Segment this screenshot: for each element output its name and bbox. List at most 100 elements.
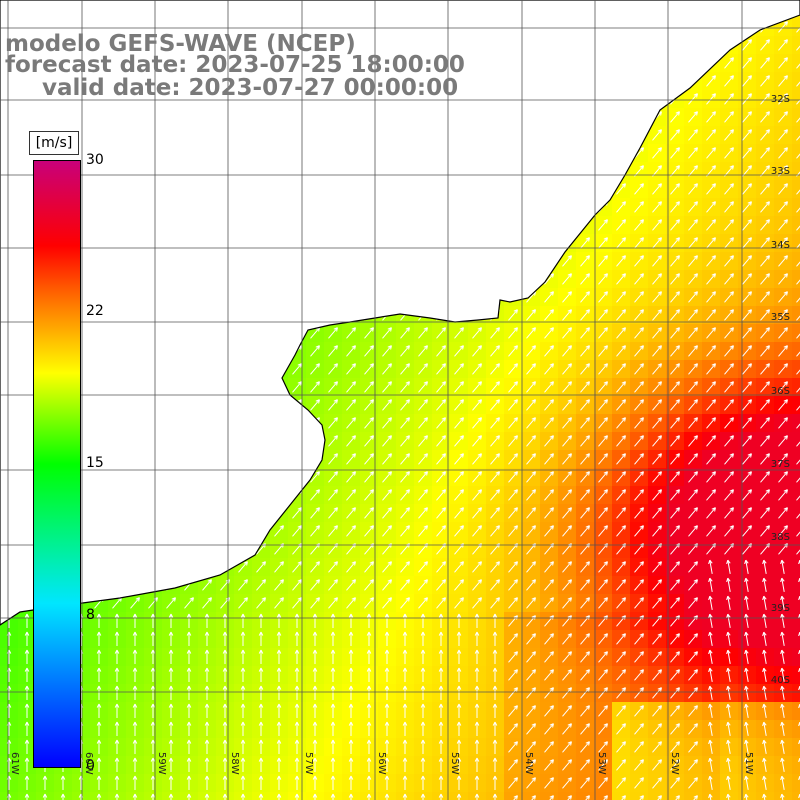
wind-arrow <box>634 723 644 735</box>
wind-arrow <box>238 597 248 609</box>
wind-arrow <box>382 561 392 573</box>
wind-cell <box>792 630 800 648</box>
wind-arrow <box>382 363 392 375</box>
wind-arrow <box>616 255 626 267</box>
wind-arrow <box>544 435 554 447</box>
wind-arrow <box>294 793 300 800</box>
wind-arrow <box>598 579 608 591</box>
wind-cell <box>792 108 800 126</box>
wind-arrow <box>310 579 320 591</box>
wind-arrow <box>436 489 446 501</box>
wind-arrow <box>186 739 192 754</box>
wind-arrow <box>382 381 392 393</box>
wind-arrow <box>382 597 392 609</box>
wind-arrow <box>780 613 785 628</box>
wind-arrow <box>796 297 800 303</box>
wind-cell <box>792 36 800 54</box>
wind-arrow <box>634 579 644 591</box>
wind-arrow <box>436 363 446 375</box>
wind-cell <box>792 342 800 360</box>
wind-arrow <box>418 561 428 573</box>
wind-arrow <box>526 561 536 573</box>
longitude-label: 52W <box>669 752 680 775</box>
wind-arrow <box>492 667 498 682</box>
wind-arrow <box>508 363 518 375</box>
wind-arrow <box>474 739 480 754</box>
wind-arrow <box>400 597 410 609</box>
wind-arrow <box>346 399 356 411</box>
wind-cell <box>792 504 800 522</box>
wind-arrow <box>382 453 392 465</box>
wind-arrow <box>456 703 462 718</box>
wind-arrow <box>526 705 536 717</box>
wind-arrow <box>274 561 284 573</box>
wind-arrow <box>544 723 554 735</box>
wind-arrow <box>240 757 246 772</box>
wind-arrow <box>346 489 356 501</box>
wind-arrow <box>634 741 644 753</box>
wind-arrow <box>760 435 770 447</box>
wind-arrow <box>724 183 734 195</box>
wind-arrow <box>778 75 788 87</box>
wind-arrow <box>796 351 800 357</box>
wind-arrow <box>166 597 176 609</box>
wind-arrow <box>580 255 590 267</box>
wind-arrow <box>670 327 680 339</box>
wind-arrow <box>762 757 767 772</box>
wind-arrow <box>562 417 572 429</box>
wind-arrow <box>742 327 752 339</box>
wind-arrow <box>634 759 644 771</box>
wind-arrow <box>240 631 246 646</box>
wind-arrow <box>762 649 767 664</box>
wind-arrow <box>222 793 228 800</box>
wind-arrow <box>508 615 518 627</box>
wind-arrow <box>742 237 752 249</box>
wind-arrow <box>114 667 120 682</box>
wind-arrow <box>513 795 518 800</box>
wind-arrow <box>652 471 662 483</box>
wind-arrow <box>420 775 426 790</box>
wind-arrow <box>652 435 662 447</box>
wind-arrow <box>276 649 282 664</box>
wind-arrow <box>724 111 734 123</box>
wind-arrow <box>402 757 408 772</box>
wind-arrow <box>670 597 680 609</box>
wind-arrow <box>312 775 318 790</box>
wind-arrow <box>580 525 590 537</box>
wind-cell <box>792 792 800 800</box>
wind-arrow <box>634 345 644 357</box>
wind-arrow <box>670 687 680 699</box>
wind-arrow <box>652 399 662 411</box>
wind-arrow <box>114 739 120 754</box>
wind-arrow <box>706 399 716 411</box>
wind-arrow <box>598 651 608 663</box>
wind-arrow <box>562 471 572 483</box>
wind-arrow <box>724 237 734 249</box>
wind-arrow <box>598 705 608 717</box>
wind-arrow <box>402 793 408 800</box>
wind-arrow <box>598 525 608 537</box>
wind-arrow <box>780 775 785 790</box>
wind-arrow <box>276 793 282 800</box>
wind-arrow <box>562 327 572 339</box>
wind-arrow <box>634 435 644 447</box>
wind-arrow <box>760 219 770 231</box>
wind-arrow <box>760 471 770 483</box>
wind-arrow <box>780 703 785 718</box>
wind-arrow <box>400 417 410 429</box>
wind-arrow <box>168 721 174 736</box>
wind-arrow <box>616 399 626 411</box>
wind-arrow <box>742 219 752 231</box>
wind-arrow <box>562 633 572 645</box>
wind-arrow <box>384 685 390 700</box>
wind-arrow <box>222 685 228 700</box>
wind-arrow <box>744 613 749 628</box>
wind-arrow <box>292 363 302 375</box>
wind-arrow <box>706 525 716 537</box>
wind-arrow <box>670 579 680 591</box>
wind-arrow <box>312 685 318 700</box>
wind-arrow <box>670 705 680 717</box>
wind-arrow <box>652 183 662 195</box>
